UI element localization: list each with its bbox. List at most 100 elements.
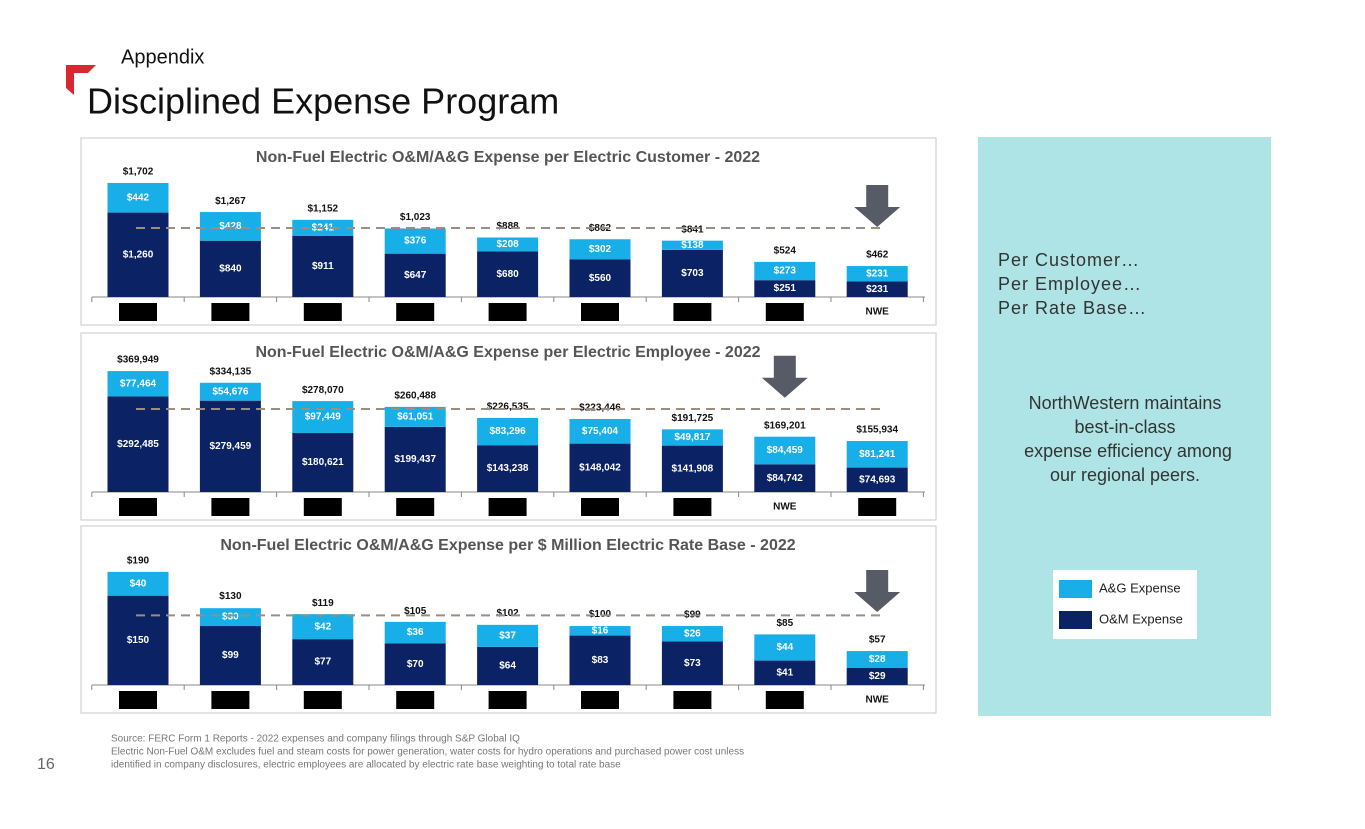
bar-segment xyxy=(477,646,539,685)
redacted-label xyxy=(581,498,619,516)
bar-segment xyxy=(661,240,723,250)
legend-swatch xyxy=(1059,580,1092,598)
segment-label: $40 xyxy=(130,578,147,589)
segment-label: $26 xyxy=(684,628,701,639)
segment-label: $442 xyxy=(127,192,150,203)
bar-segment xyxy=(754,634,816,661)
legend-swatch xyxy=(1059,611,1092,629)
bar-segment xyxy=(384,228,446,254)
highlight-arrow xyxy=(854,570,901,613)
total-label: $100 xyxy=(589,609,612,620)
total-label: $85 xyxy=(776,618,793,629)
total-label: $841 xyxy=(681,224,704,235)
bar-segment xyxy=(384,643,446,685)
bar-segment xyxy=(569,626,631,636)
sidebar-statement: NorthWestern maintains xyxy=(1029,393,1222,413)
total-label: $1,267 xyxy=(215,196,246,207)
redacted-label xyxy=(119,498,157,516)
bar-segment xyxy=(477,624,539,647)
bar-segment xyxy=(477,445,539,492)
bar-segment xyxy=(199,400,261,492)
total-label: $105 xyxy=(404,606,427,617)
bar-segment xyxy=(292,401,354,433)
bar-segment xyxy=(477,251,539,297)
segment-label: $208 xyxy=(496,239,519,250)
bar-segment xyxy=(107,182,169,213)
segment-label: $292,485 xyxy=(117,439,159,450)
segment-label: $73 xyxy=(684,658,701,669)
section-label: Appendix xyxy=(121,46,204,68)
bar-segment xyxy=(384,406,446,427)
total-label: $888 xyxy=(496,221,519,232)
segment-label: $64 xyxy=(499,661,516,672)
highlight-arrow xyxy=(854,185,901,228)
bar-segment xyxy=(292,639,354,685)
segment-label: $141,908 xyxy=(672,463,714,474)
segment-label: $28 xyxy=(869,654,886,665)
bar-segment xyxy=(569,259,631,297)
bar-segment xyxy=(384,253,446,297)
chart-title: Non-Fuel Electric O&M/A&G Expense per El… xyxy=(255,344,760,361)
bar-segment xyxy=(661,249,723,297)
bar-segment xyxy=(292,614,354,640)
segment-label: $16 xyxy=(592,625,609,636)
bar-segment xyxy=(754,660,816,685)
segment-label: $75,404 xyxy=(582,426,619,437)
total-label: $169,201 xyxy=(764,420,806,431)
total-label: $223,446 xyxy=(579,403,621,414)
total-label: $1,023 xyxy=(400,212,431,223)
segment-label: $74,693 xyxy=(859,474,896,485)
segment-label: $99 xyxy=(222,650,239,661)
logo-mark xyxy=(66,65,96,95)
segment-label: $150 xyxy=(127,635,150,646)
total-label: $260,488 xyxy=(394,391,436,402)
x-tick-label: NWE xyxy=(866,695,890,706)
segment-label: $376 xyxy=(404,236,427,247)
bar-segment xyxy=(569,635,631,685)
bar-segment xyxy=(569,418,631,444)
total-label: $190 xyxy=(127,555,150,566)
redacted-label xyxy=(396,498,435,516)
x-tick-label: NWE xyxy=(773,502,797,513)
segment-label: $83,296 xyxy=(490,426,527,437)
redacted-label xyxy=(673,498,712,516)
bar-segment xyxy=(107,371,169,397)
bar-segment xyxy=(107,571,169,596)
redacted-label xyxy=(488,303,527,321)
bar-segment xyxy=(754,436,816,465)
segment-label: $302 xyxy=(589,244,612,255)
segment-label: $37 xyxy=(499,631,516,642)
segment-label: $30 xyxy=(222,612,239,623)
segment-label: $1,260 xyxy=(123,249,154,260)
bar-segment xyxy=(661,626,723,642)
bar-segment xyxy=(846,651,908,668)
segment-label: $70 xyxy=(407,659,424,670)
redacted-label xyxy=(396,691,435,709)
total-label: $119 xyxy=(312,598,334,609)
segment-label: $560 xyxy=(589,273,612,284)
bar-segment xyxy=(107,396,169,492)
segment-label: $231 xyxy=(866,268,889,279)
total-label: $462 xyxy=(866,250,889,261)
bar-segment xyxy=(107,595,169,685)
sidebar-statement: best-in-class xyxy=(1074,417,1175,437)
sidebar-statement: expense efficiency among xyxy=(1024,441,1232,461)
bar-segment xyxy=(846,467,908,492)
segment-label: $138 xyxy=(681,240,704,251)
bar-segment xyxy=(199,382,261,401)
segment-label: $41 xyxy=(776,667,793,678)
page-number: 16 xyxy=(37,756,55,773)
bar-segment xyxy=(477,417,539,446)
redacted-label xyxy=(303,691,342,709)
footnote: identified in company disclosures, elect… xyxy=(111,760,621,771)
redacted-label xyxy=(488,691,527,709)
footnote: Electric Non-Fuel O&M excludes fuel and … xyxy=(111,747,744,758)
segment-label: $77 xyxy=(314,657,331,668)
redacted-label xyxy=(119,303,157,321)
bar-segment xyxy=(754,464,816,492)
segment-label: $44 xyxy=(776,642,793,653)
segment-label: $97,449 xyxy=(305,412,342,423)
legend-label: O&M Expense xyxy=(1099,611,1183,626)
redacted-label xyxy=(211,691,250,709)
bar-segment xyxy=(754,280,816,297)
